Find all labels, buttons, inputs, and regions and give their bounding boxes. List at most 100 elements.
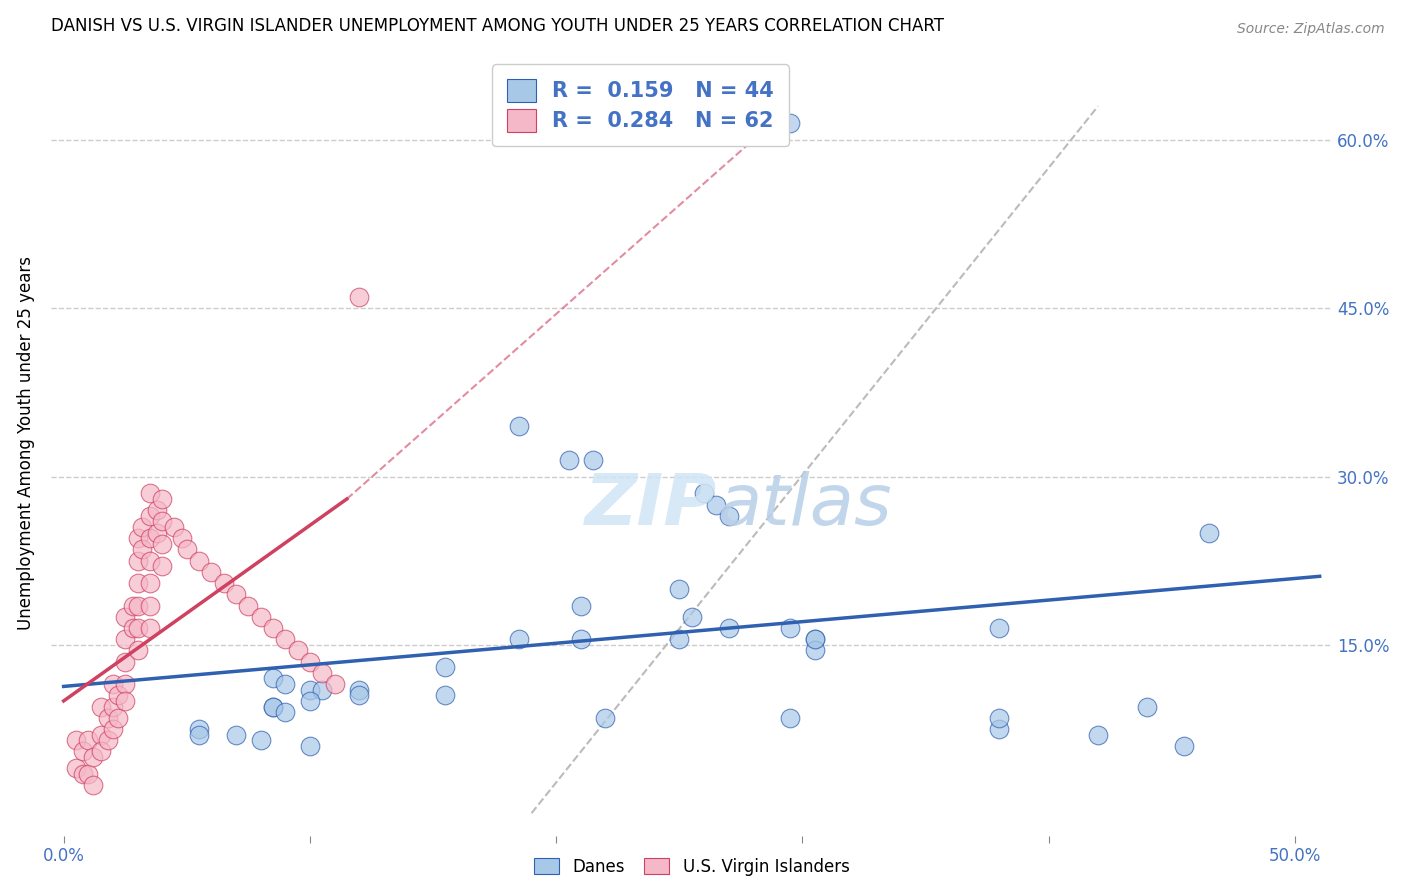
- Point: [107, 711, 129, 725]
- Point: [90, 699, 112, 714]
- Point: [127, 643, 149, 657]
- Point: [262, 672, 284, 686]
- Point: [569, 632, 592, 647]
- Point: [779, 711, 801, 725]
- Text: atlas: atlas: [717, 471, 891, 541]
- Point: [176, 542, 198, 557]
- Point: [212, 576, 235, 591]
- Text: Source: ZipAtlas.com: Source: ZipAtlas.com: [1237, 22, 1385, 37]
- Point: [804, 632, 827, 647]
- Point: [668, 632, 690, 647]
- Point: [988, 711, 1011, 725]
- Point: [97, 733, 120, 747]
- Point: [82, 778, 104, 792]
- Point: [298, 739, 321, 753]
- Point: [163, 520, 186, 534]
- Point: [139, 531, 162, 545]
- Point: [188, 554, 211, 568]
- Point: [717, 508, 740, 523]
- Point: [131, 542, 153, 557]
- Point: [238, 599, 260, 613]
- Point: [693, 486, 716, 500]
- Point: [1136, 699, 1159, 714]
- Point: [101, 699, 124, 714]
- Point: [323, 677, 346, 691]
- Point: [1198, 525, 1220, 540]
- Point: [508, 419, 530, 434]
- Point: [779, 621, 801, 635]
- Point: [127, 531, 149, 545]
- Point: [127, 599, 149, 613]
- Point: [262, 621, 284, 635]
- Point: [225, 728, 247, 742]
- Point: [114, 609, 136, 624]
- Point: [72, 744, 94, 758]
- Point: [150, 491, 173, 506]
- Point: [298, 682, 321, 697]
- Point: [298, 694, 321, 708]
- Point: [146, 503, 169, 517]
- Point: [681, 609, 703, 624]
- Point: [311, 682, 333, 697]
- Point: [97, 711, 120, 725]
- Text: ZIP: ZIP: [585, 471, 717, 541]
- Point: [139, 508, 162, 523]
- Point: [114, 655, 136, 669]
- Point: [139, 576, 162, 591]
- Point: [101, 722, 124, 736]
- Point: [107, 689, 129, 703]
- Point: [434, 660, 457, 674]
- Point: [150, 537, 173, 551]
- Point: [150, 515, 173, 529]
- Point: [139, 554, 162, 568]
- Point: [262, 699, 284, 714]
- Point: [434, 689, 457, 703]
- Point: [127, 554, 149, 568]
- Point: [188, 728, 211, 742]
- Y-axis label: Unemployment Among Youth under 25 years: Unemployment Among Youth under 25 years: [17, 256, 35, 630]
- Point: [274, 632, 297, 647]
- Point: [347, 689, 370, 703]
- Point: [274, 677, 297, 691]
- Point: [249, 609, 271, 624]
- Point: [287, 643, 309, 657]
- Point: [1173, 739, 1195, 753]
- Point: [569, 599, 592, 613]
- Point: [668, 582, 690, 596]
- Point: [139, 621, 162, 635]
- Point: [188, 722, 211, 736]
- Point: [127, 621, 149, 635]
- Text: DANISH VS U.S. VIRGIN ISLANDER UNEMPLOYMENT AMONG YOUTH UNDER 25 YEARS CORRELATI: DANISH VS U.S. VIRGIN ISLANDER UNEMPLOYM…: [52, 17, 945, 35]
- Point: [150, 559, 173, 574]
- Point: [90, 728, 112, 742]
- Point: [170, 531, 193, 545]
- Point: [65, 733, 87, 747]
- Point: [225, 587, 247, 601]
- Legend: Danes, U.S. Virgin Islanders: Danes, U.S. Virgin Islanders: [527, 851, 856, 882]
- Point: [779, 116, 801, 130]
- Point: [82, 750, 104, 764]
- Point: [114, 677, 136, 691]
- Point: [139, 599, 162, 613]
- Point: [249, 733, 271, 747]
- Point: [508, 632, 530, 647]
- Point: [77, 733, 100, 747]
- Point: [114, 632, 136, 647]
- Point: [101, 677, 124, 691]
- Point: [347, 682, 370, 697]
- Point: [804, 632, 827, 647]
- Point: [65, 761, 87, 775]
- Point: [121, 599, 143, 613]
- Point: [262, 699, 284, 714]
- Point: [114, 694, 136, 708]
- Point: [582, 452, 605, 467]
- Point: [200, 565, 222, 579]
- Point: [146, 525, 169, 540]
- Point: [557, 452, 579, 467]
- Point: [595, 711, 617, 725]
- Point: [139, 486, 162, 500]
- Point: [804, 643, 827, 657]
- Point: [72, 767, 94, 781]
- Point: [121, 621, 143, 635]
- Point: [311, 665, 333, 680]
